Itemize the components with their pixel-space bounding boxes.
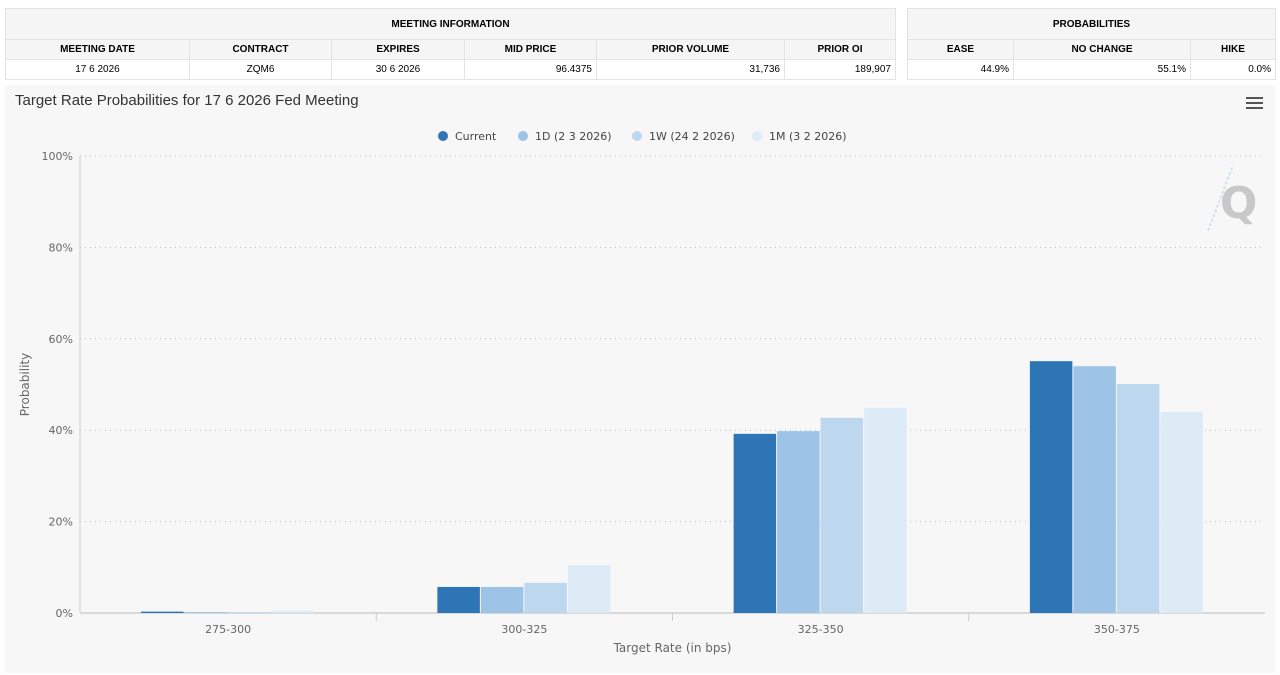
bar-350-375-1D [1073, 366, 1116, 613]
y-tick-label: 0% [56, 607, 73, 620]
mid-price: 96.4375 [464, 59, 597, 80]
chart-title: Target Rate Probabilities for 17 6 2026 … [15, 92, 359, 109]
legend-item: Current [455, 130, 497, 143]
prior-oi: 189,907 [784, 59, 896, 80]
col-header: HIKE [1190, 39, 1276, 60]
x-tick-label: 275-300 [205, 623, 251, 636]
y-tick-label: 80% [49, 241, 73, 254]
bar-275-300-1W [228, 612, 271, 613]
y-axis-title: Probability [18, 353, 32, 416]
legend-marker [438, 131, 448, 141]
bar-275-300-1M [271, 610, 315, 613]
contract: ZQM6 [189, 59, 332, 80]
x-tick-label: 300-325 [501, 623, 547, 636]
x-tick-label: 325-350 [798, 623, 844, 636]
col-header: EASE [907, 39, 1014, 60]
bar-325-350-Current [733, 433, 777, 613]
bar-300-325-1M [567, 565, 611, 613]
hike-value: 0.0% [1190, 59, 1276, 80]
legend-marker [518, 131, 528, 141]
col-header: MEETING DATE [5, 39, 190, 60]
watermark-logo: Q [1207, 164, 1257, 232]
x-tick-label: 350-375 [1094, 623, 1140, 636]
bar-350-375-Current [1029, 361, 1073, 613]
legend-item: 1M (3 2 2026) [769, 130, 847, 143]
menu-icon[interactable] [1246, 97, 1263, 112]
col-header: PRIOR VOLUME [596, 39, 785, 60]
meeting-date: 17 6 2026 [5, 59, 190, 80]
y-tick-label: 100% [42, 150, 73, 163]
bar-350-375-1M [1160, 411, 1203, 613]
bar-300-325-1D [480, 586, 524, 613]
ease-value: 44.9% [907, 59, 1014, 80]
bar-275-300-1D [184, 612, 228, 613]
x-axis-title: Target Rate (in bps) [613, 641, 732, 655]
bar-325-350-1M [864, 407, 907, 613]
legend-marker [752, 131, 762, 141]
chart-container: Target Rate Probabilities for 17 6 2026 … [5, 85, 1275, 673]
col-header: MID PRICE [464, 39, 597, 60]
probabilities-table: PROBABILITIES EASE NO CHANGE HIKE 44.9% … [907, 8, 1276, 80]
y-tick-label: 20% [49, 516, 73, 529]
probabilities-title: PROBABILITIES [907, 8, 1276, 40]
bar-300-325-Current [437, 586, 480, 613]
bar-300-325-1W [524, 582, 567, 613]
meeting-information-table: MEETING INFORMATION MEETING DATE CONTRAC… [5, 8, 896, 80]
expires: 30 6 2026 [331, 59, 465, 80]
col-header: CONTRACT [189, 39, 332, 60]
bar-350-375-1W [1116, 384, 1160, 613]
col-header: EXPIRES [331, 39, 465, 60]
prior-volume: 31,736 [596, 59, 785, 80]
bar-325-350-1D [777, 431, 820, 613]
no-change-value: 55.1% [1013, 59, 1191, 80]
bar-chart: Q 0% 20% 40% 60% 80% 100% 275-300 300-325 325-35… [18, 130, 1265, 655]
col-header: PRIOR OI [784, 39, 896, 60]
legend-item: 1W (24 2 2026) [649, 130, 735, 143]
legend-marker [632, 131, 642, 141]
bar-325-350-1W [820, 417, 864, 613]
y-tick-label: 40% [49, 424, 73, 437]
y-tick-label: 60% [49, 333, 73, 346]
meeting-info-title: MEETING INFORMATION [5, 8, 896, 40]
svg-text:Q: Q [1220, 178, 1257, 229]
bar-275-300-Current [141, 611, 184, 613]
col-header: NO CHANGE [1013, 39, 1191, 60]
legend-item: 1D (2 3 2026) [535, 130, 612, 143]
